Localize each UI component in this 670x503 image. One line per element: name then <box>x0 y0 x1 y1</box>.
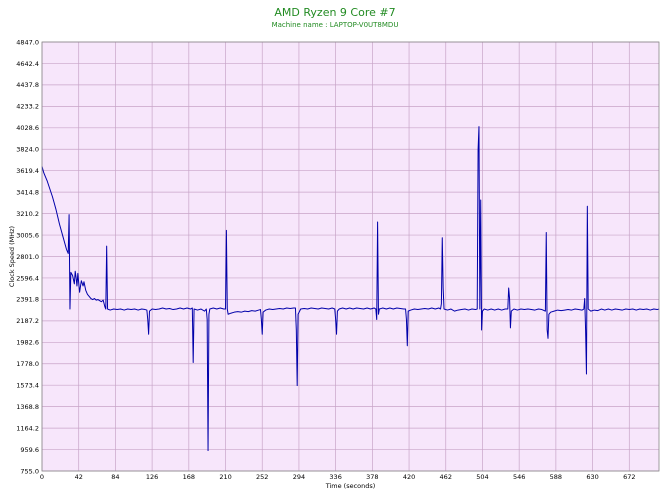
x-tick-label: 588 <box>550 473 562 481</box>
y-tick-label: 2391.8 <box>16 296 39 304</box>
y-tick-label: 3005.6 <box>16 231 39 239</box>
x-tick-label: 294 <box>293 473 305 481</box>
grid-lines <box>41 41 659 472</box>
chart-title: AMD Ryzen 9 Core #7 <box>274 6 396 19</box>
y-tick-label: 3210.2 <box>16 210 39 218</box>
x-tick-label: 672 <box>623 473 635 481</box>
y-tick-label: 755.0 <box>20 467 39 475</box>
y-tick-label: 4437.8 <box>16 81 39 89</box>
y-tick-label: 4028.6 <box>16 124 39 132</box>
x-tick-label: 0 <box>40 473 44 481</box>
y-tick-label: 959.6 <box>20 446 39 454</box>
x-tick-labels: 0 42 84 126 168 210 252 294 336 378 420 462 504 546 58… <box>40 473 636 481</box>
x-tick-label: 546 <box>513 473 525 481</box>
y-axis-label: Clock Speed (MHz) <box>8 226 16 287</box>
x-tick-label: 378 <box>366 473 378 481</box>
chart-subtitle: Machine name : LAPTOP-V0UT8MDU <box>271 21 399 29</box>
series-group <box>41 126 660 452</box>
y-tick-label: 4642.4 <box>16 60 39 68</box>
x-tick-label: 336 <box>329 473 341 481</box>
x-tick-label: 84 <box>111 473 119 481</box>
series-line <box>41 126 660 452</box>
y-tick-label: 3414.8 <box>16 188 39 196</box>
x-tick-label: 462 <box>440 473 452 481</box>
y-tick-label: 3824.0 <box>16 146 39 154</box>
x-tick-label: 420 <box>403 473 415 481</box>
y-tick-label: 2187.2 <box>16 317 39 325</box>
plot-frame <box>41 41 660 472</box>
y-tick-label: 2801.0 <box>16 253 39 261</box>
x-tick-label: 252 <box>256 473 268 481</box>
x-axis-label: Time (seconds) <box>325 482 376 490</box>
y-tick-label: 1164.2 <box>16 424 39 432</box>
x-tick-label: 126 <box>146 473 158 481</box>
y-tick-labels: 755.0 959.6 1164.2 1368.8 1573.4 1778.0 1982.6… <box>16 38 39 475</box>
x-tick-label: 210 <box>219 473 231 481</box>
y-tick-label: 1778.0 <box>16 360 39 368</box>
y-tick-label: 1368.8 <box>16 403 39 411</box>
x-tick-label: 168 <box>183 473 195 481</box>
y-tick-label: 2596.4 <box>16 274 39 282</box>
y-tick-label: 1573.4 <box>16 382 39 390</box>
y-tick-label: 1982.6 <box>16 339 39 347</box>
x-tick-label: 42 <box>75 473 83 481</box>
x-tick-label: 630 <box>586 473 598 481</box>
y-tick-label: 3619.4 <box>16 167 39 175</box>
y-tick-label: 4847.0 <box>16 38 39 46</box>
y-tick-label: 4233.2 <box>16 103 39 111</box>
x-tick-label: 504 <box>476 473 488 481</box>
